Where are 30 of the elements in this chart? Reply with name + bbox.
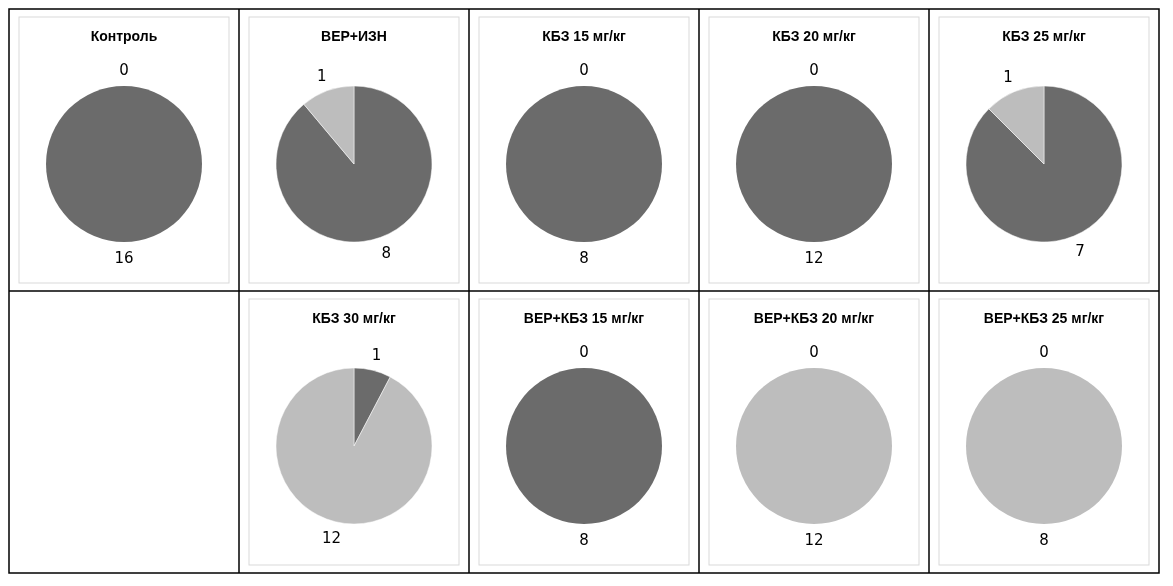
data-label: 8 <box>381 243 391 262</box>
text: 0 <box>579 61 589 80</box>
chart-title: ВЕР+КБЗ 25 мг/кг <box>983 310 1105 326</box>
chart-title: ВЕР+ИЗН <box>321 28 387 44</box>
text: 0 <box>809 61 819 80</box>
data-label: 8 <box>579 531 589 550</box>
chart-title: КБЗ 20 мг/кг <box>772 28 856 44</box>
pie-slice <box>275 367 433 525</box>
data-label: 8 <box>1039 531 1049 550</box>
data-label: 7 <box>1075 242 1085 261</box>
text: 0 <box>579 343 589 362</box>
chart-title: ВЕР+КБЗ 20 мг/кг <box>753 310 875 326</box>
text: 0 <box>119 61 129 80</box>
data-label: 1 <box>1003 68 1013 87</box>
chart-title: ВЕР+КБЗ 15 мг/кг <box>523 310 645 326</box>
data-label: 16 <box>114 249 134 268</box>
text: 0 <box>1039 343 1049 362</box>
pie-slice <box>275 85 433 243</box>
data-label: 8 <box>579 249 589 268</box>
chart-title: КБЗ 25 мг/кг <box>1002 28 1086 44</box>
chart-title: КБЗ 30 мг/кг <box>312 310 396 326</box>
chart-title: КБЗ 15 мг/кг <box>542 28 626 44</box>
chart-title: Контроль <box>90 28 158 44</box>
data-label: 12 <box>804 249 824 268</box>
data-label: 1 <box>371 345 382 364</box>
data-label: 1 <box>317 66 327 85</box>
pie-slice <box>965 85 1123 243</box>
data-label: 12 <box>804 531 824 550</box>
data-label: 12 <box>321 528 342 547</box>
text: 0 <box>809 343 819 362</box>
